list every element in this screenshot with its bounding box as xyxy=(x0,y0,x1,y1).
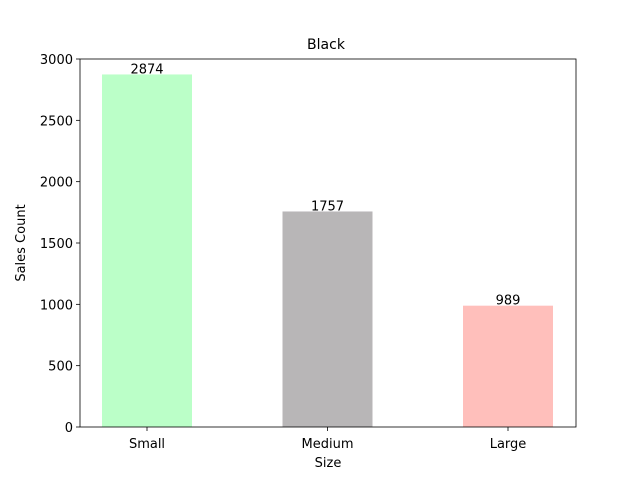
x-tick-label: Small xyxy=(129,437,165,452)
y-axis-label: Sales Count xyxy=(14,204,29,281)
y-tick-label: 2000 xyxy=(40,176,73,191)
x-tick-label: Large xyxy=(490,437,527,452)
value-label: 2874 xyxy=(130,62,163,77)
y-tick-label: 500 xyxy=(48,360,73,375)
y-tick-label: 3000 xyxy=(40,53,73,68)
y-tick-label: 0 xyxy=(65,421,73,436)
y-tick-label: 1000 xyxy=(40,298,73,313)
y-tick-label: 1500 xyxy=(40,237,73,252)
x-tick-label: Medium xyxy=(302,437,354,452)
y-tick-label: 2500 xyxy=(40,114,73,129)
bar xyxy=(102,74,192,428)
plot-area xyxy=(102,74,553,428)
bar xyxy=(463,305,553,427)
bar xyxy=(282,211,373,427)
x-axis-label: Size xyxy=(315,456,342,471)
chart-title: Black xyxy=(307,37,346,53)
value-label: 989 xyxy=(496,294,521,309)
value-label: 1757 xyxy=(311,199,344,214)
